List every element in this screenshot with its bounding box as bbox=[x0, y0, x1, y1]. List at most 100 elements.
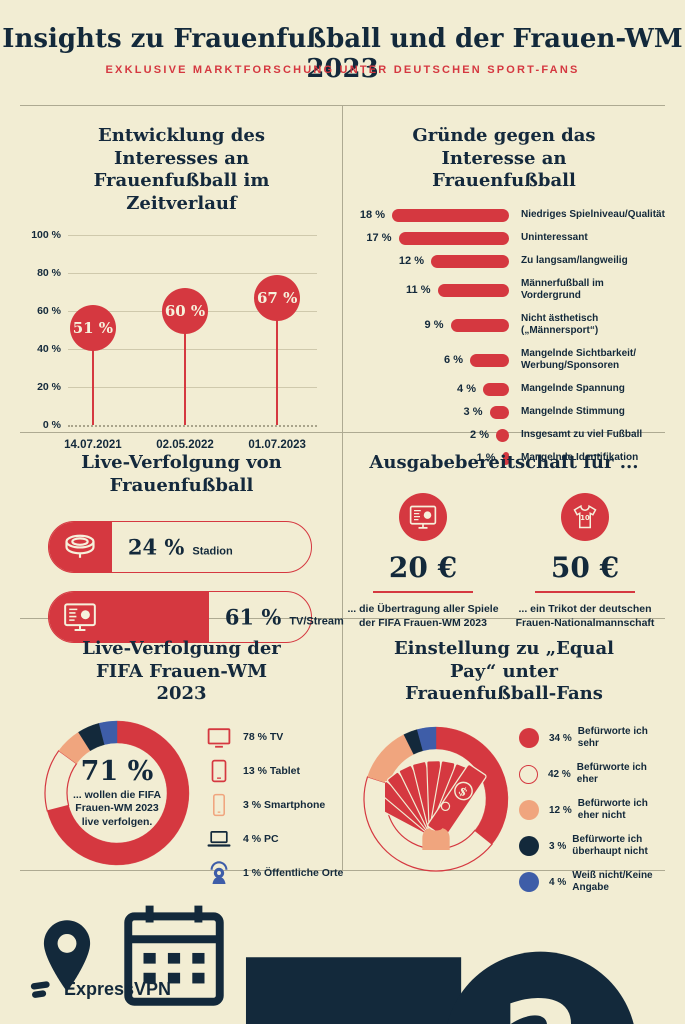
legend-label: 3 % Smartphone bbox=[243, 798, 326, 811]
section-title: Ausgabebereitschaft für ... bbox=[369, 452, 639, 473]
spending-items: 20 € ... die Übertragung aller Spiele der… bbox=[343, 492, 665, 630]
bar-category-label: Mangelnde Stimmung bbox=[521, 405, 625, 417]
progress-value: 24 % bbox=[127, 534, 185, 560]
spending-icon-circle bbox=[399, 492, 447, 541]
spending-item: 10 50 € ... ein Trikot der deutschen Fraue… bbox=[509, 492, 661, 630]
bar-value-label: 3 % bbox=[463, 406, 483, 418]
data-point: 51 % bbox=[69, 305, 116, 352]
x-axis-label: 01.07.2023 bbox=[248, 439, 306, 451]
bar-category-label: Mangelnde Sichtbarkeit/ Werbung/Sponsore… bbox=[521, 347, 637, 372]
legend-item: 1 % Öffentliche Orte bbox=[206, 860, 343, 886]
x-axis-label: 14.07.2021 bbox=[64, 439, 122, 451]
legend-swatch bbox=[519, 800, 539, 820]
bar-value-label: 6 % bbox=[444, 354, 463, 366]
footer-meta: QUELLE:ONE8Y DBERHEBUNGSZEITRAUM:30.06.2… bbox=[25, 882, 235, 1024]
progress-label: TV/Stream bbox=[289, 615, 344, 628]
bar-value-label: 12 % bbox=[398, 255, 424, 267]
stadium-icon bbox=[62, 529, 98, 565]
bar bbox=[398, 231, 509, 245]
equal-pay-donut-chart bbox=[363, 726, 509, 872]
section-spending: Ausgabebereitschaft für ... 20 € ... die … bbox=[343, 432, 665, 629]
spending-item: 20 € ... die Übertragung aller Spiele der… bbox=[347, 492, 499, 630]
bar-category-label: Nicht ästhetisch („Männersport“) bbox=[521, 312, 599, 337]
progress-value: 61 % bbox=[224, 604, 282, 630]
bar-row: 12 % Zu langsam/langweilig bbox=[351, 254, 665, 268]
chart-title: Live-Verfolgung von Frauenfußball bbox=[81, 452, 282, 496]
smartphone-icon bbox=[206, 792, 232, 818]
public-viewing-icon bbox=[206, 860, 232, 886]
gridline bbox=[68, 273, 317, 274]
legend-item: 42 % Befürworte ich eher bbox=[519, 762, 665, 787]
section-reasons-against: Gründe gegen das Interesse an Frauenfußb… bbox=[343, 105, 665, 465]
bar-row: 9 % Nicht ästhetisch („Männersport“) bbox=[351, 313, 665, 338]
brand-logo: ExpressVPN bbox=[28, 976, 171, 1003]
lollipop-stem bbox=[184, 311, 187, 425]
bar bbox=[489, 405, 509, 419]
legend-item: 12 % Befürworte ich eher nicht bbox=[519, 798, 665, 823]
bar bbox=[437, 283, 509, 297]
lollipop-stem bbox=[276, 297, 279, 425]
bar bbox=[392, 208, 509, 222]
data-point: 60 % bbox=[162, 288, 209, 334]
expressvpn-logo-icon bbox=[28, 976, 55, 1003]
interest-plot: 51 % 60 % 67 % bbox=[68, 235, 317, 427]
wm-legend: 78 % TV 13 % Tablet 3 % Smartphone 4 % PC 1 … bbox=[206, 718, 343, 894]
legend-item: 13 % Tablet bbox=[206, 758, 343, 784]
legend-item: 4 % Weiß nicht/Keine Angabe bbox=[519, 870, 665, 895]
chart-title: Gründe gegen das Interesse an Frauenfußb… bbox=[412, 125, 596, 191]
legend-item: 78 % TV bbox=[206, 724, 343, 750]
wm-donut-value: 71 % bbox=[80, 755, 154, 787]
legend-value: 12 % bbox=[549, 804, 572, 816]
bar-category-label: Mangelnde Identifikation bbox=[521, 451, 639, 463]
footer: QUELLE:ONE8Y DBERHEBUNGSZEITRAUM:30.06.2… bbox=[20, 870, 665, 1024]
legend-label: Befürworte ich eher nicht bbox=[577, 797, 648, 822]
gridline bbox=[68, 235, 317, 236]
laptop-icon bbox=[206, 826, 232, 852]
divider-vertical bbox=[342, 105, 343, 870]
bar-category-label: Männerfußball im Vordergrund bbox=[521, 277, 604, 302]
data-point: 67 % bbox=[254, 274, 301, 321]
bar bbox=[470, 353, 509, 367]
y-axis-tick-label: 20 % bbox=[37, 381, 61, 393]
bar-row: 11 % Männerfußball im Vordergrund bbox=[351, 278, 665, 303]
gridline bbox=[68, 425, 317, 427]
bar-value-label: 17 % bbox=[366, 232, 392, 244]
legend-label: Weiß nicht/Keine Angabe bbox=[572, 869, 653, 894]
equal-pay-donut: $ bbox=[361, 724, 511, 874]
section-interest-over-time: Entwicklung des Interesses an Frauenfußb… bbox=[20, 105, 343, 451]
bar bbox=[502, 451, 509, 465]
y-axis-tick-label: 0 % bbox=[42, 419, 61, 431]
legend-value: 4 % bbox=[549, 876, 567, 888]
spending-caption: ... ein Trikot der deutschen Frauen-Nati… bbox=[515, 602, 655, 629]
questions-block: ? FRAGEN:Wie sehr interessieren Sie sich… bbox=[212, 878, 665, 1024]
bar-category-label: Niedriges Spielniveau/Qualität bbox=[521, 208, 665, 220]
spending-caption: ... die Übertragung aller Spiele der FIF… bbox=[347, 602, 499, 629]
bar-value-label: 1 % bbox=[476, 452, 496, 464]
tv-ball-icon bbox=[62, 599, 98, 635]
chart-title: Live-Verfolgung der FIFA Frauen-WM 2023 bbox=[82, 638, 281, 704]
progress-label: Stadion bbox=[192, 545, 233, 558]
bar-value-label: 9 % bbox=[424, 319, 444, 331]
legend-label: 4 % PC bbox=[243, 832, 279, 845]
legend-swatch bbox=[519, 764, 538, 784]
legend-item: 4 % PC bbox=[206, 826, 343, 852]
wm-donut-chart bbox=[44, 720, 190, 865]
legend-item: 3 % Befürworte ich überhaupt nicht bbox=[519, 834, 665, 859]
reasons-bars: 18 % Niedriges Spielniveau/Qualität 17 % Un… bbox=[351, 208, 665, 465]
y-axis-tick-label: 60 % bbox=[37, 305, 61, 317]
legend-item: 3 % Smartphone bbox=[206, 792, 343, 818]
bar bbox=[496, 428, 509, 442]
tv-ball-icon bbox=[408, 502, 438, 532]
tv-icon bbox=[206, 724, 232, 750]
chart-title: Entwicklung des Interesses an Frauenfußb… bbox=[93, 125, 270, 214]
bar-row: 6 % Mangelnde Sichtbarkeit/ Werbung/Spons… bbox=[351, 348, 665, 373]
price-value: 20 € bbox=[388, 550, 458, 584]
bar-row: 18 % Niedriges Spielniveau/Qualität bbox=[351, 208, 665, 222]
bar-value-label: 18 % bbox=[359, 209, 385, 221]
legend-item: 34 % Befürworte ich sehr bbox=[519, 726, 665, 751]
interest-chart: 0 % 20 % 40 % 60 % 80 % 100 % 51 % 60 % 67 % bbox=[28, 229, 317, 431]
legend-label: Befürworte ich sehr bbox=[577, 725, 648, 750]
bar-row: 1 % Mangelnde Identifikation bbox=[351, 451, 665, 465]
bar-category-label: Uninteressant bbox=[521, 231, 588, 243]
